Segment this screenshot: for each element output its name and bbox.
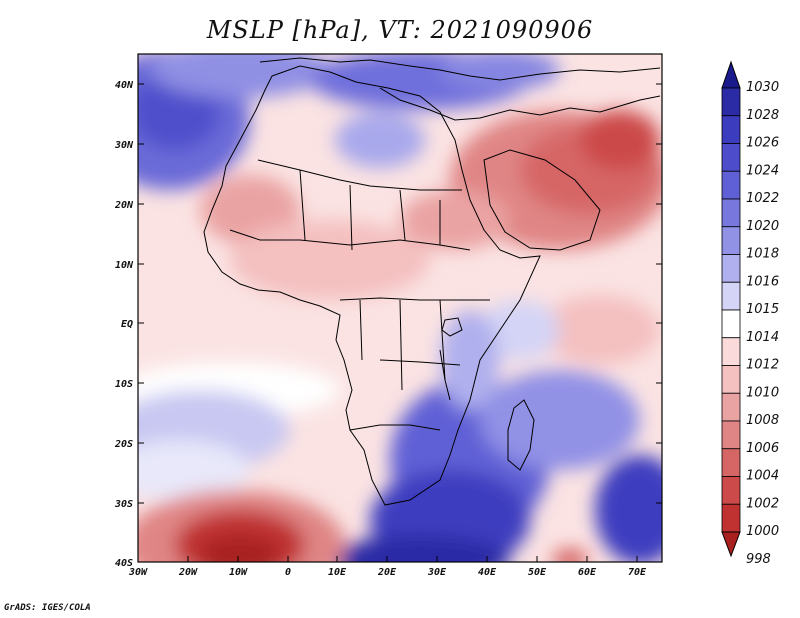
lon-label-40e: 40E	[478, 567, 497, 578]
colorbar-segment	[721, 254, 741, 283]
colorbar: 1030 1028 1026 1024 1022 1020 1018 1016 1015 1014…	[721, 60, 779, 567]
country-borders	[203, 57, 661, 506]
lat-label-10s: 10S	[115, 379, 133, 390]
colorbar-segment	[721, 337, 741, 366]
footer-credit: GrADS: IGES/COLA	[4, 603, 91, 613]
lat-label-30s: 30S	[114, 499, 133, 510]
lat-label-20s: 20S	[114, 439, 133, 450]
colorbar-label: 998	[746, 552, 771, 567]
colorbar-segment	[721, 365, 741, 394]
colorbar-segment	[721, 198, 741, 228]
colorbar-label: 1004	[746, 469, 779, 484]
lon-label-50e: 50E	[528, 567, 547, 578]
colorbar-label: 1010	[746, 385, 779, 400]
colorbar-label: 1026	[746, 136, 779, 151]
colorbar-segment	[721, 143, 741, 172]
colorbar-label: 1030	[746, 80, 779, 95]
colorbar-segment	[721, 226, 741, 255]
colorbar-label: 1012	[746, 358, 779, 373]
colorbar-label: 1006	[746, 441, 779, 456]
colorbar-label: 1014	[746, 330, 779, 345]
colorbar-segment	[721, 448, 741, 477]
colorbar-segment	[721, 87, 741, 117]
lon-label-20e: 20E	[377, 567, 397, 578]
colorbar-label: 1016	[746, 274, 779, 289]
lat-label-eq: EQ	[121, 319, 133, 330]
colorbar-label: 1015	[746, 302, 779, 317]
pressure-field	[138, 54, 662, 562]
lon-label-10w: 10W	[229, 567, 248, 578]
lon-label-30e: 30E	[427, 567, 447, 578]
colorbar-label: 1000	[746, 524, 779, 539]
colorbar-label: 1018	[746, 247, 779, 262]
lon-label-0: 0	[285, 567, 291, 578]
colorbar-segment	[721, 281, 741, 311]
lat-label-30n: 30N	[114, 140, 134, 151]
colorbar-segment	[721, 115, 741, 144]
colorbar-label: 1022	[746, 191, 779, 206]
colorbar-segment	[721, 170, 741, 200]
map-frame	[137, 53, 663, 563]
colorbar-segment	[721, 503, 741, 533]
colorbar-label: 1020	[746, 219, 779, 234]
lon-label-10e: 10E	[328, 567, 347, 578]
lon-label-70e: 70E	[628, 567, 647, 578]
colorbar-bottom-arrow	[721, 531, 741, 558]
colorbar-segment	[721, 309, 741, 339]
colorbar-label: 1008	[746, 413, 779, 428]
latitude-axis	[138, 83, 662, 504]
colorbar-segment	[721, 476, 741, 505]
map-title: MSLP [hPa], VT: 2021090906	[206, 16, 594, 44]
lat-label-20n: 20N	[114, 200, 134, 211]
colorbar-top-arrow	[721, 60, 741, 89]
lon-label-30w: 30W	[128, 567, 148, 578]
lat-label-10n: 10N	[115, 260, 134, 271]
colorbar-label: 1002	[746, 496, 779, 511]
longitude-axis	[187, 556, 638, 562]
lat-label-40s: 40S	[115, 558, 133, 569]
colorbar-segment	[721, 420, 741, 450]
lon-label-60e: 60E	[578, 567, 597, 578]
lon-label-20w: 20W	[178, 567, 198, 578]
colorbar-label: 1024	[746, 163, 779, 178]
lat-label-40n: 40N	[115, 80, 134, 91]
colorbar-label: 1028	[746, 108, 779, 123]
colorbar-segment	[721, 392, 741, 422]
